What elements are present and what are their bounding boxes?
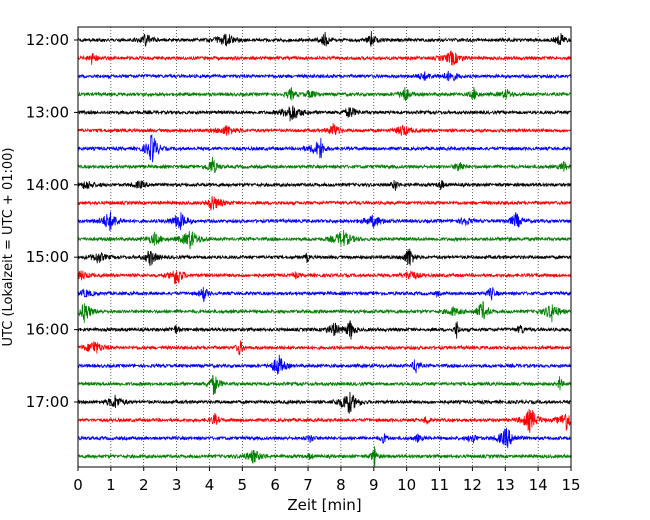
trace-line: [77, 270, 572, 285]
y-tick-label: 12:00: [26, 31, 69, 49]
y-axis-ticks: 12:00 13:00 14:00 15:00 16:00 17:00: [26, 31, 78, 411]
plot-frame: [77, 26, 572, 468]
x-tick-label: 8: [336, 476, 346, 494]
trace-line: [77, 195, 572, 211]
trace-line: [77, 354, 572, 375]
trace-line: [77, 320, 571, 340]
trace-line: [77, 179, 572, 191]
x-tick-label: 13: [496, 476, 515, 494]
trace-line: [77, 427, 572, 449]
y-tick-label: 17:00: [26, 393, 69, 411]
trace-line: [77, 301, 572, 323]
trace-line: [77, 211, 572, 231]
trace-line: [77, 391, 571, 414]
trace-line: [77, 105, 571, 122]
x-tick-label: 15: [561, 476, 580, 494]
x-tick-label: 4: [205, 476, 215, 494]
trace-line: [77, 157, 572, 174]
x-tick-label: 11: [430, 476, 449, 494]
x-tick-label: 2: [139, 476, 149, 494]
trace-line: [77, 340, 571, 356]
trace-line: [77, 230, 572, 250]
x-tick-label: 6: [270, 476, 280, 494]
trace-line: [77, 408, 572, 433]
x-tick-label: 14: [529, 476, 548, 494]
trace-line: [77, 31, 572, 47]
y-tick-label: 13:00: [26, 103, 69, 121]
seismic-traces: [77, 31, 572, 468]
trace-line: [77, 446, 572, 468]
x-tick-label: 7: [303, 476, 313, 494]
trace-line: [77, 374, 572, 396]
y-tick-label: 14:00: [26, 176, 69, 194]
x-tick-label: 10: [397, 476, 416, 494]
x-axis-ticks: 0 1 2 3 4 5 6 7 8 9 10 11 12 13 14 15: [73, 467, 581, 494]
trace-line: [77, 70, 572, 82]
x-tick-label: 12: [463, 476, 482, 494]
y-tick-label: 16:00: [26, 321, 69, 339]
trace-line: [77, 50, 572, 66]
y-tick-label: 15:00: [26, 248, 69, 266]
y-axis-title: UTC (Lokalzeit = UTC + 01:00): [1, 148, 16, 347]
x-tick-label: 3: [172, 476, 182, 494]
trace-line: [77, 122, 572, 137]
trace-line: [77, 86, 572, 102]
trace-line: [77, 248, 572, 266]
grid-lines: [110, 27, 539, 467]
x-tick-label: 0: [73, 476, 83, 494]
x-tick-label: 9: [369, 476, 379, 494]
x-axis-title: Zeit [min]: [287, 496, 361, 514]
x-tick-label: 1: [106, 476, 116, 494]
x-tick-label: 5: [238, 476, 248, 494]
trace-line: [77, 286, 572, 303]
trace-line: [77, 134, 572, 163]
